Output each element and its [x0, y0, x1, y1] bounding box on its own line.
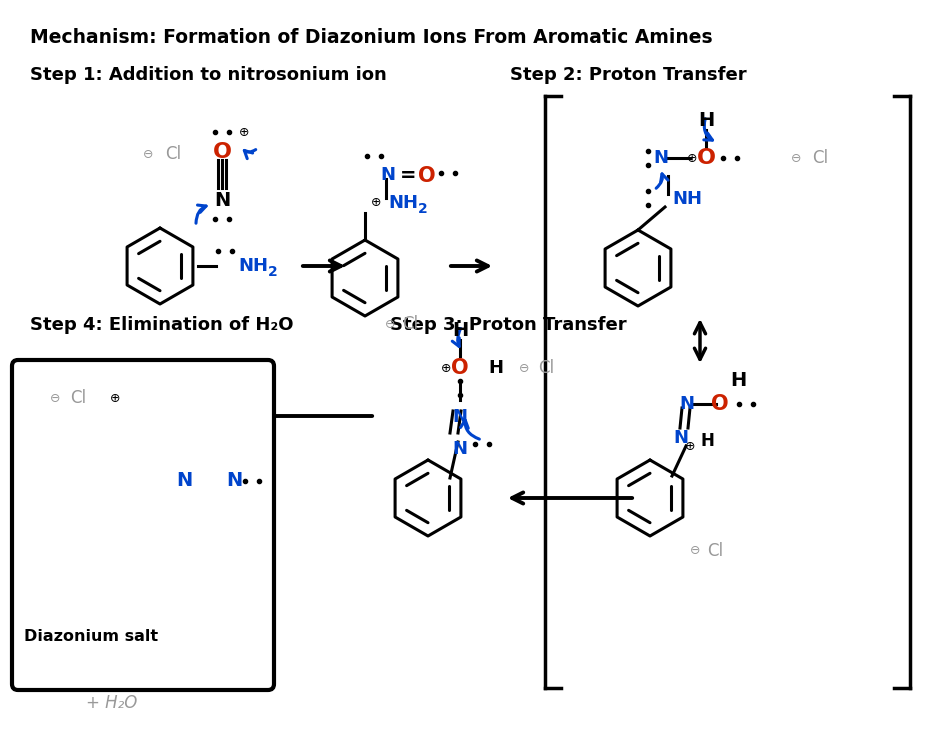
Text: H: H — [488, 359, 503, 377]
Text: ⊖: ⊖ — [519, 361, 530, 374]
Text: ⊖: ⊖ — [384, 318, 395, 330]
Text: ⊖: ⊖ — [143, 147, 153, 160]
Text: ⊖: ⊖ — [50, 392, 60, 404]
Text: NH: NH — [672, 190, 702, 208]
Text: N: N — [453, 408, 468, 426]
Text: O: O — [451, 358, 469, 378]
Text: N: N — [653, 149, 668, 167]
Text: Cl: Cl — [812, 149, 828, 167]
Text: H: H — [698, 111, 714, 131]
Text: Cl: Cl — [707, 542, 723, 560]
Text: Cl: Cl — [165, 145, 181, 163]
Text: ⊖: ⊖ — [791, 151, 801, 165]
Text: NH: NH — [388, 194, 418, 212]
Text: ⊕: ⊕ — [370, 197, 382, 209]
Text: Mechanism: Formation of Diazonium Ions From Aromatic Amines: Mechanism: Formation of Diazonium Ions F… — [30, 28, 713, 47]
Text: 2: 2 — [268, 265, 278, 279]
Text: O: O — [212, 142, 232, 162]
Text: N: N — [176, 472, 193, 491]
Text: H: H — [452, 321, 469, 340]
Text: O: O — [696, 148, 716, 168]
Text: ⊕: ⊕ — [441, 361, 451, 374]
Text: + H₂O: + H₂O — [86, 694, 138, 712]
Text: N: N — [214, 191, 231, 209]
Text: Cl: Cl — [70, 389, 86, 407]
Text: ⊕: ⊕ — [684, 439, 695, 453]
Text: N: N — [380, 166, 395, 184]
Text: ⊖: ⊖ — [690, 544, 700, 557]
Text: H: H — [700, 432, 714, 450]
Text: O: O — [418, 166, 435, 186]
Text: O: O — [711, 394, 729, 414]
Text: Cl: Cl — [402, 315, 418, 333]
Text: ⊕: ⊕ — [687, 151, 697, 165]
Text: NH: NH — [238, 257, 268, 275]
Text: Step 3: Proton Transfer: Step 3: Proton Transfer — [390, 316, 627, 334]
Text: ⊕: ⊕ — [110, 392, 120, 404]
Text: =: = — [400, 166, 417, 185]
Text: N: N — [679, 395, 694, 413]
Text: N: N — [673, 429, 688, 447]
Text: N: N — [226, 472, 243, 491]
Text: Step 4: Elimination of H₂O: Step 4: Elimination of H₂O — [30, 316, 294, 334]
Text: ⊕: ⊕ — [239, 125, 249, 138]
Text: Step 1: Addition to nitrosonium ion: Step 1: Addition to nitrosonium ion — [30, 66, 387, 84]
Text: H: H — [730, 371, 746, 391]
FancyBboxPatch shape — [12, 360, 274, 690]
Text: Diazonium salt: Diazonium salt — [24, 629, 158, 644]
Text: Cl: Cl — [538, 359, 554, 377]
Text: N: N — [453, 440, 468, 458]
Text: Step 2: Proton Transfer: Step 2: Proton Transfer — [510, 66, 746, 84]
Text: 2: 2 — [418, 202, 428, 216]
